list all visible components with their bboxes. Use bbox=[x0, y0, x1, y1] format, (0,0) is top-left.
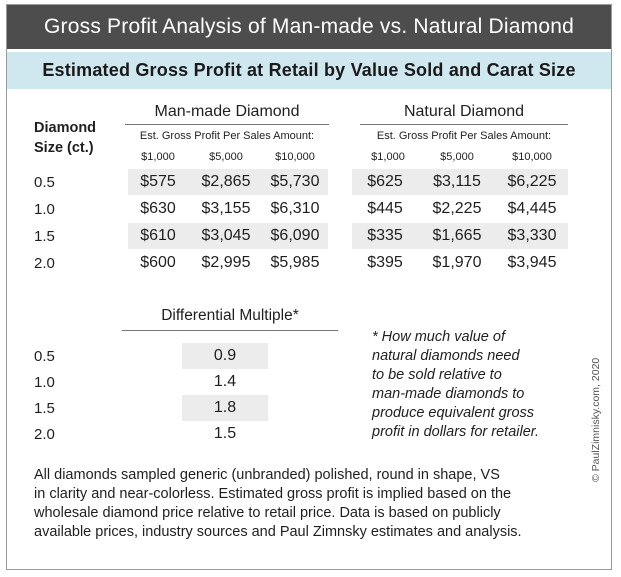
man-made-group-title: Man-made Diamond bbox=[154, 103, 300, 120]
natural-cell: $625 bbox=[367, 173, 403, 190]
natural-cell: $1,970 bbox=[432, 254, 482, 271]
page-title: Gross Profit Analysis of Man-made vs. Na… bbox=[7, 5, 611, 49]
multiple-rule bbox=[122, 330, 338, 331]
multiple-label-1-0: 1.0 bbox=[34, 374, 55, 391]
footnote-line: * How much value of bbox=[372, 329, 505, 345]
man-made-amount-5000: $5,000 bbox=[209, 151, 243, 163]
natural-cell: $335 bbox=[367, 227, 403, 244]
man-made-cell: $3,155 bbox=[201, 200, 251, 217]
footer-line: available prices, industry sources and P… bbox=[34, 524, 522, 540]
row-label-0-5: 0.5 bbox=[34, 174, 55, 191]
man-made-cell: $6,310 bbox=[270, 200, 320, 217]
row-label-1-0: 1.0 bbox=[34, 201, 55, 218]
man-made-amount-note: Est. Gross Profit Per Sales Amount: bbox=[139, 130, 315, 142]
man-made-cell: $600 bbox=[140, 254, 176, 271]
man-made-amount-10000: $10,000 bbox=[275, 151, 315, 163]
natural-cell: $3,330 bbox=[507, 227, 557, 244]
multiple-label-0-5: 0.5 bbox=[34, 348, 55, 365]
man-made-group-rule bbox=[125, 124, 329, 125]
size-header-line1: Diamond bbox=[34, 120, 97, 136]
natural-cell: $445 bbox=[367, 200, 403, 217]
man-made-cell: $5,985 bbox=[270, 254, 320, 271]
multiple-value: 0.9 bbox=[182, 343, 268, 369]
natural-amount-5000: $5,000 bbox=[440, 151, 474, 163]
multiple-label-1-5: 1.5 bbox=[34, 400, 55, 417]
page-subtitle: Estimated Gross Profit at Retail by Valu… bbox=[7, 52, 611, 89]
row-label-2-0: 2.0 bbox=[34, 255, 55, 272]
natural-row-shade-3 bbox=[352, 223, 568, 249]
footer-line: All diamonds sampled generic (unbranded)… bbox=[34, 467, 500, 483]
natural-group-rule bbox=[360, 124, 568, 125]
size-column-header: Diamond Size (ct.) bbox=[34, 118, 96, 158]
man-made-cell: $2,865 bbox=[201, 173, 251, 190]
natural-cell: $3,115 bbox=[433, 173, 481, 190]
footnote-line: produce equivalent gross bbox=[372, 405, 535, 421]
size-header-line2: Size (ct.) bbox=[34, 140, 94, 156]
figure-frame bbox=[6, 4, 612, 570]
natural-cell: $6,225 bbox=[507, 173, 557, 190]
multiple-footnote: * How much value of natural diamonds nee… bbox=[372, 328, 572, 442]
methodology-note: All diamonds sampled generic (unbranded)… bbox=[34, 466, 584, 542]
natural-row-shade-1 bbox=[352, 169, 568, 195]
copyright-notice: © PaulZimnisky.com, 2020 bbox=[590, 357, 602, 482]
natural-amount-10000: $10,000 bbox=[512, 151, 552, 163]
man-made-cell: $6,090 bbox=[270, 227, 320, 244]
footer-line: in clarity and near-colorless. Estimated… bbox=[34, 486, 512, 502]
natural-group-title: Natural Diamond bbox=[403, 103, 525, 120]
footnote-line: man-made diamonds to bbox=[372, 386, 525, 402]
footer-line: wholesale diamond price relative to reta… bbox=[34, 505, 501, 521]
man-made-row-shade-3 bbox=[128, 223, 328, 249]
man-made-cell: $575 bbox=[140, 173, 176, 190]
natural-amount-note: Est. Gross Profit Per Sales Amount: bbox=[376, 130, 552, 142]
natural-cell: $4,445 bbox=[507, 200, 557, 217]
multiple-value: 1.4 bbox=[213, 373, 237, 390]
natural-cell: $1,665 bbox=[432, 227, 482, 244]
natural-amount-1000: $1,000 bbox=[371, 151, 405, 163]
natural-cell: $3,945 bbox=[507, 254, 557, 271]
footnote-line: to be sold relative to bbox=[372, 367, 502, 383]
man-made-cell: $2,995 bbox=[201, 254, 251, 271]
natural-cell: $395 bbox=[367, 254, 403, 271]
man-made-cell: $3,045 bbox=[201, 227, 251, 244]
multiple-title: Differential Multiple* bbox=[161, 307, 299, 324]
man-made-cell: $5,730 bbox=[270, 173, 320, 190]
man-made-cell: $610 bbox=[140, 227, 176, 244]
row-label-1-5: 1.5 bbox=[34, 228, 55, 245]
footnote-line: natural diamonds need bbox=[372, 348, 520, 364]
man-made-row-shade-1 bbox=[128, 169, 328, 195]
man-made-amount-1000: $1,000 bbox=[141, 151, 175, 163]
multiple-label-2-0: 2.0 bbox=[34, 426, 55, 443]
footnote-line: profit in dollars for retailer. bbox=[372, 424, 540, 440]
man-made-cell: $630 bbox=[140, 200, 176, 217]
multiple-value: 1.5 bbox=[213, 425, 237, 442]
natural-cell: $2,225 bbox=[432, 200, 482, 217]
multiple-value: 1.8 bbox=[182, 395, 268, 421]
